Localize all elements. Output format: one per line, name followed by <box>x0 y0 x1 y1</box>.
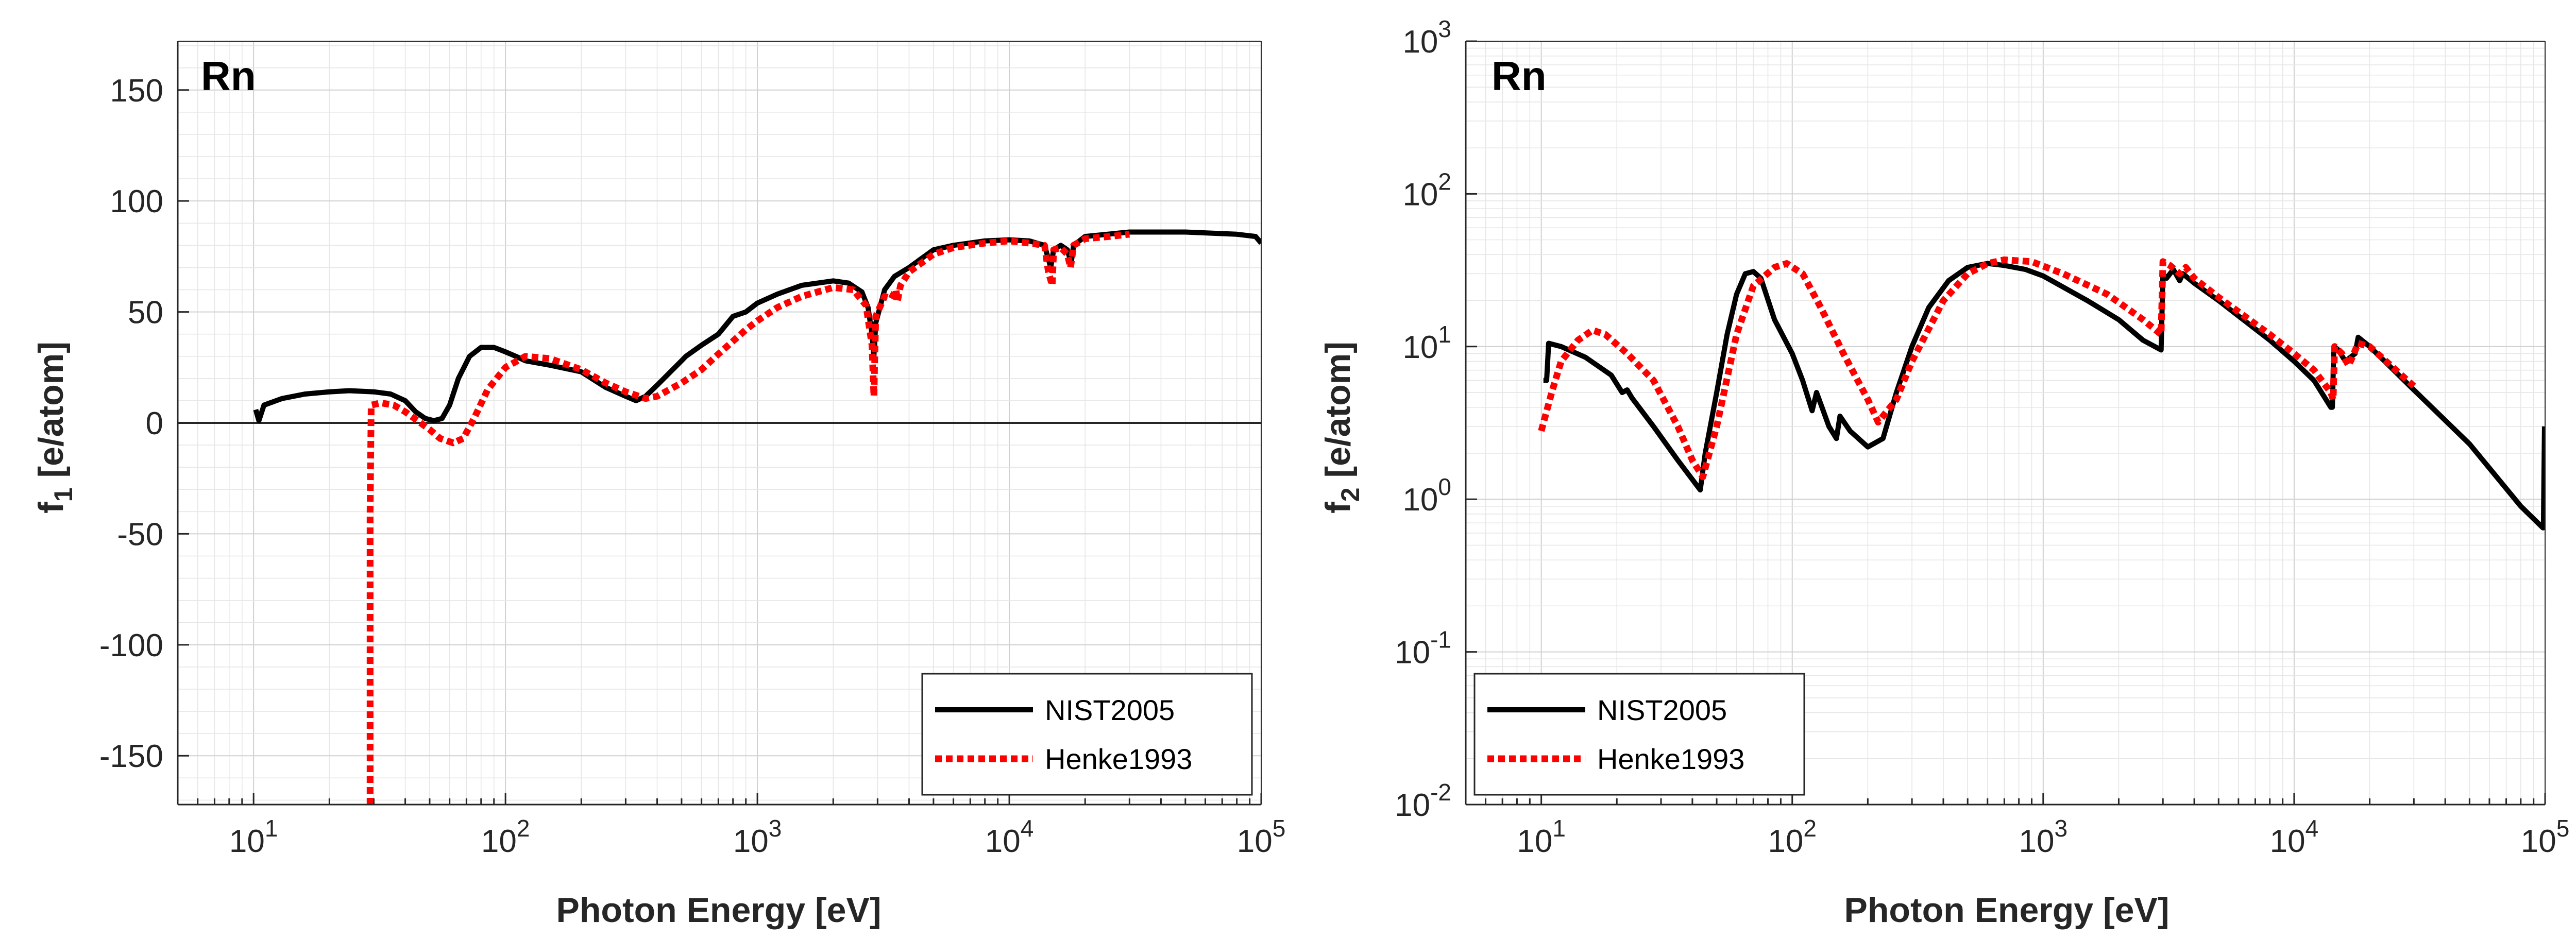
y-tick-label: 10-2 <box>1395 779 1451 823</box>
plot-lines <box>253 229 1261 805</box>
axes <box>177 41 1262 806</box>
y-tick-label: 102 <box>1402 168 1451 212</box>
x-tick-label: 104 <box>985 815 1034 859</box>
x-tick-label: 102 <box>481 815 530 859</box>
chart-f2: 101 102 103 104 105 103 102 101 100 10-1 10-2 Rn P… <box>1318 15 2569 930</box>
panel-label: Rn <box>201 53 256 99</box>
tick-labels: 101 102 103 104 105 150 100 50 0 -50 -100 -150 <box>99 73 1285 859</box>
x-tick-label: 104 <box>2270 815 2319 859</box>
y-axis-title: f2 [e/atom] <box>1318 342 1365 514</box>
y-tick-label: -100 <box>99 628 163 663</box>
legend-label-nist2005: NIST2005 <box>1045 694 1175 726</box>
tick-labels: 101 102 103 104 105 103 102 101 100 10-1 10-2 <box>1395 15 2569 859</box>
x-tick-label: 105 <box>1237 815 1286 859</box>
legend: NIST2005 Henke1993 <box>1473 673 1805 796</box>
axes <box>1465 40 2546 806</box>
legend-label-henke1993: Henke1993 <box>1597 743 1744 775</box>
x-tick-label: 102 <box>1768 815 1817 859</box>
y-tick-label: -50 <box>117 517 163 552</box>
y-tick-label: 103 <box>1402 15 1451 60</box>
y-tick-label: 100 <box>1402 473 1451 518</box>
y-tick-label: 50 <box>128 295 163 331</box>
y-tick-label: 0 <box>146 406 163 441</box>
y-axis-title: f1 [e/atom] <box>31 342 78 514</box>
legend-label-henke1993: Henke1993 <box>1045 743 1192 775</box>
legend-label-nist2005: NIST2005 <box>1597 694 1727 726</box>
x-tick-label: 103 <box>733 815 782 859</box>
x-axis-title: Photon Energy [eV] <box>1844 891 2170 930</box>
y-tick-label: 150 <box>110 73 163 109</box>
x-tick-label: 103 <box>2019 815 2068 859</box>
y-tick-label: 100 <box>110 184 163 219</box>
x-tick-label: 101 <box>1517 815 1566 859</box>
x-tick-label: 101 <box>229 815 278 859</box>
y-tick-label: 10-1 <box>1395 626 1451 671</box>
series-line-henke1993 <box>366 231 1130 805</box>
chart-f1: 101 102 103 104 105 150 100 50 0 -50 -100 -150 Rn P… <box>31 41 1285 930</box>
panel-label: Rn <box>1492 53 1547 99</box>
x-tick-label: 105 <box>2521 815 2570 859</box>
y-tick-label: 101 <box>1402 321 1451 365</box>
x-axis-title: Photon Energy [eV] <box>556 891 882 930</box>
series-line-henke1993 <box>1538 256 2416 481</box>
y-tick-label: -150 <box>99 739 163 774</box>
legend-box <box>1473 673 1805 796</box>
plot-lines <box>1538 256 2545 531</box>
legend-box <box>921 673 1253 796</box>
legend: NIST2005 Henke1993 <box>921 673 1253 796</box>
